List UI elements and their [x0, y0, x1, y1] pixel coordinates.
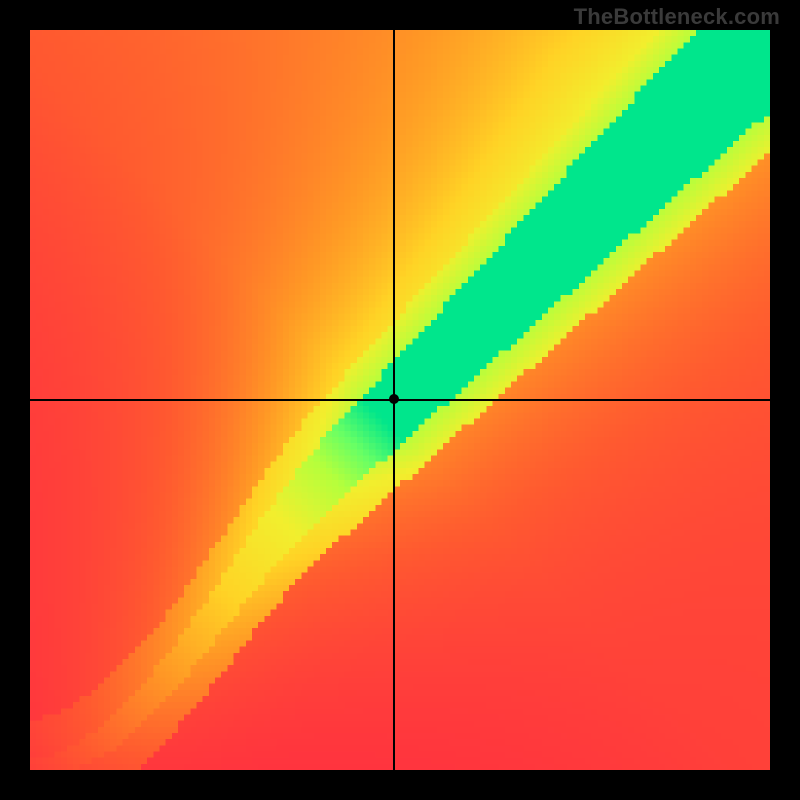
heatmap-canvas — [30, 30, 770, 770]
watermark-text: TheBottleneck.com — [574, 4, 780, 30]
chart-container: { "watermark": { "text": "TheBottleneck.… — [0, 0, 800, 800]
